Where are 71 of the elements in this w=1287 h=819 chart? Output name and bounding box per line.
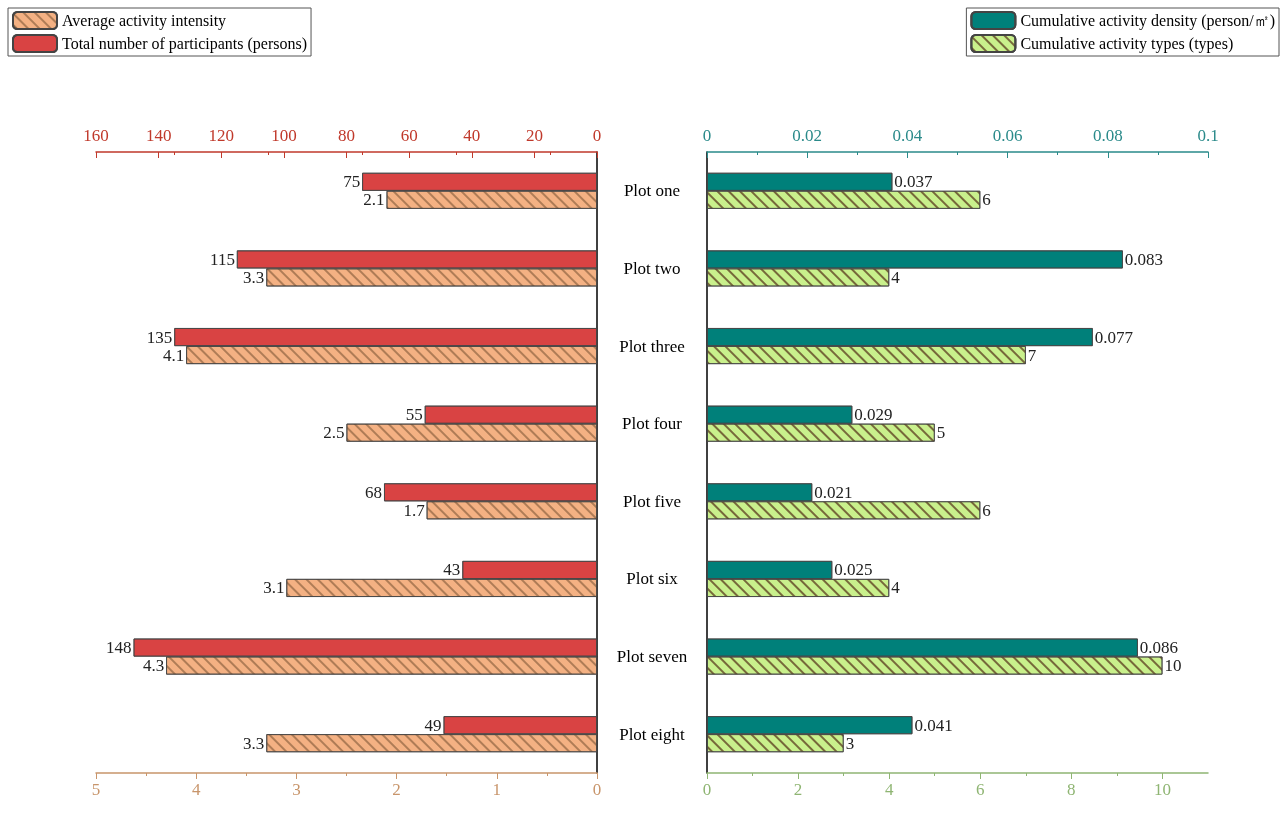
y-tick-label: Plot one [623, 181, 681, 201]
data-label: 0.077 [1094, 327, 1134, 347]
data-label: 6 [982, 190, 991, 210]
y-tick-label: Plot six [626, 569, 679, 589]
x2-tick-label: 0.04 [892, 126, 923, 145]
x2-tick-label: 0 [592, 126, 602, 145]
x-tick-label: 10 [1153, 780, 1171, 799]
x-tick-label: 4 [884, 780, 894, 799]
x-tick-label: 0 [702, 780, 712, 799]
x2-tick-label: 0.02 [792, 126, 823, 145]
data-label: 3.1 [263, 578, 285, 598]
x2-tick-label: 0 [702, 126, 712, 145]
data-label: 0.037 [894, 172, 934, 192]
x2-tick-label: 160 [83, 126, 109, 145]
x2-tick-label: 120 [208, 126, 234, 145]
data-label: 5 [936, 423, 946, 443]
data-label: 1.7 [403, 500, 426, 520]
y-tick-label: Plot eight [619, 724, 686, 744]
data-label: 0.086 [1139, 638, 1179, 658]
x2-tick-label: 140 [145, 126, 172, 145]
data-label: 0.025 [834, 560, 873, 580]
data-label: 49 [424, 715, 442, 735]
data-label: 3.3 [243, 733, 265, 753]
y-tick-label: Plot seven [616, 647, 688, 667]
data-label: 4.1 [162, 345, 185, 365]
legend-label: Cumulative activity types (types) [1020, 35, 1234, 53]
data-label: 0.083 [1124, 249, 1164, 269]
x-tick-label: 2 [793, 780, 803, 799]
x-tick-label: 2 [392, 780, 401, 799]
x2-tick-label: 40 [463, 126, 481, 145]
data-label: 75 [343, 172, 361, 192]
x-tick-label: 1 [492, 780, 502, 799]
legend-label: Cumulative activity density (person/㎡) [1020, 12, 1276, 30]
x-tick-label: 0 [592, 780, 602, 799]
data-label: 2.1 [363, 190, 385, 210]
data-label: 7 [1027, 345, 1037, 365]
x2-tick-label: 0.06 [992, 126, 1023, 145]
data-label: 3.3 [243, 267, 265, 287]
data-label: 55 [405, 405, 423, 425]
data-label: 0.041 [914, 715, 953, 735]
data-label: 4 [891, 578, 901, 598]
x2-tick-label: 60 [400, 126, 418, 145]
x-tick-label: 4 [191, 780, 201, 799]
x2-tick-label: 0.08 [1092, 126, 1123, 145]
x2-tick-label: 80 [338, 126, 355, 145]
y-tick-label: Plot two [623, 258, 681, 278]
data-label: 10 [1164, 656, 1182, 676]
x-tick-label: 5 [91, 780, 101, 799]
data-label: 148 [106, 638, 132, 658]
data-label: 4 [891, 267, 901, 287]
x-tick-label: 8 [1067, 780, 1076, 799]
data-label: 68 [365, 482, 383, 502]
data-label: 0.029 [854, 405, 893, 425]
legend-label: Average activity intensity [62, 12, 227, 30]
data-label: 43 [443, 560, 461, 580]
x2-tick-label: 0.1 [1197, 126, 1219, 145]
y-tick-label: Plot four [622, 414, 683, 434]
data-label: 6 [982, 500, 991, 520]
y-tick-label: Plot five [622, 491, 682, 511]
x2-tick-label: 20 [525, 126, 543, 145]
x-tick-label: 6 [976, 780, 985, 799]
y-tick-label: Plot three [619, 336, 685, 356]
data-label: 2.5 [323, 423, 345, 443]
legend-label: Total number of participants (persons) [62, 35, 308, 53]
data-label: 135 [146, 327, 173, 347]
data-label: 115 [210, 249, 235, 269]
x2-tick-label: 100 [271, 126, 297, 145]
data-label: 4.3 [142, 656, 165, 676]
data-label: 0.021 [814, 482, 853, 502]
data-label: 3 [845, 733, 855, 753]
x-tick-label: 3 [292, 780, 301, 799]
